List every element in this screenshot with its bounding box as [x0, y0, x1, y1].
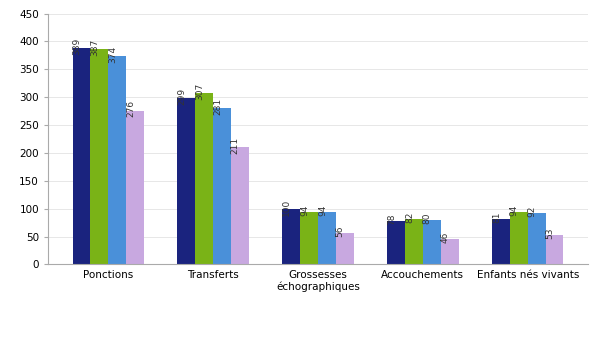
Bar	[510, 212, 528, 264]
Text: 100: 100	[282, 198, 291, 216]
Bar	[528, 213, 545, 264]
Bar	[318, 212, 336, 264]
Text: 281: 281	[213, 98, 222, 115]
Text: 94: 94	[300, 205, 309, 216]
Bar	[545, 235, 563, 264]
Bar	[387, 221, 405, 264]
Bar	[405, 219, 423, 264]
Bar	[441, 239, 458, 264]
Bar	[213, 108, 231, 264]
Bar	[126, 111, 144, 264]
Bar	[178, 98, 195, 264]
Text: 374: 374	[108, 46, 117, 63]
Text: 387: 387	[90, 38, 99, 56]
Text: 53: 53	[545, 227, 554, 239]
Bar	[108, 56, 126, 264]
Bar	[73, 47, 91, 264]
Bar	[423, 220, 441, 264]
Bar	[195, 93, 213, 264]
Text: 389: 389	[73, 37, 82, 55]
Text: 94: 94	[318, 205, 327, 216]
Text: 46: 46	[440, 232, 449, 243]
Text: 82: 82	[405, 211, 414, 223]
Text: 299: 299	[178, 87, 187, 105]
Text: 92: 92	[528, 206, 537, 217]
Bar	[300, 212, 318, 264]
Text: 211: 211	[231, 137, 240, 154]
Bar	[231, 147, 249, 264]
Text: 276: 276	[126, 100, 135, 117]
Text: 56: 56	[336, 226, 345, 237]
Bar	[336, 233, 353, 264]
Text: 81: 81	[492, 212, 501, 223]
Text: 307: 307	[195, 83, 204, 100]
Bar	[492, 219, 510, 264]
Bar	[283, 209, 300, 264]
Text: 94: 94	[510, 205, 519, 216]
Text: 78: 78	[387, 214, 396, 225]
Bar	[91, 49, 108, 264]
Text: 80: 80	[423, 213, 432, 224]
